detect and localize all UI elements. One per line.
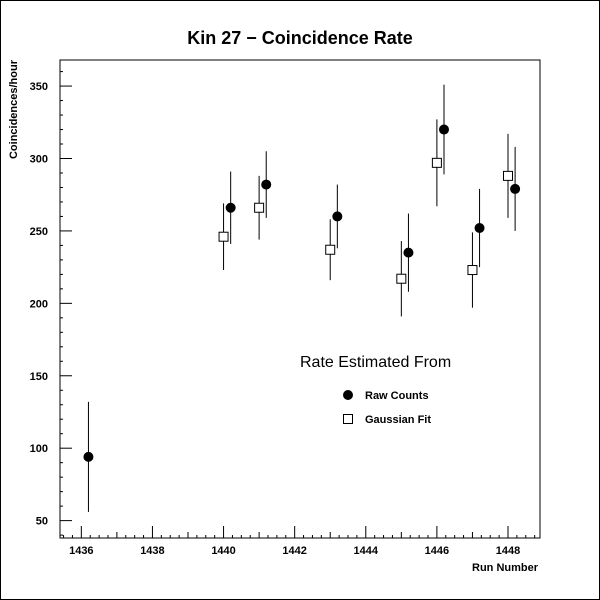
chart-title: Kin 27 − Coincidence Rate bbox=[187, 28, 413, 48]
y-axis-label: Coincidences/hour bbox=[8, 59, 20, 159]
x-tick-label: 1440 bbox=[211, 545, 235, 557]
x-axis-label: Run Number bbox=[472, 562, 539, 574]
y-tick-label: 250 bbox=[30, 226, 48, 238]
y-tick-label: 200 bbox=[30, 298, 48, 310]
raw-counts-point bbox=[83, 451, 94, 462]
tick-labels: 1436 1438 1440 1442 1444 1446 1448 50 100 150 200 2… bbox=[30, 81, 521, 557]
gaussian-fit-point bbox=[503, 170, 513, 181]
legend-title: Rate Estimated From bbox=[300, 354, 451, 371]
legend: Rate Estimated From Raw Counts Gaussian … bbox=[300, 354, 451, 426]
x-tick-label: 1442 bbox=[282, 545, 306, 557]
raw-counts-point bbox=[225, 202, 236, 213]
raw-counts-point bbox=[332, 211, 343, 222]
gaussian-fit-point bbox=[254, 202, 265, 213]
gaussian-fit-point bbox=[431, 157, 442, 168]
gaussian-fit-point bbox=[218, 231, 229, 242]
raw-counts-point bbox=[474, 223, 485, 234]
raw-counts-point bbox=[439, 124, 449, 135]
x-tick-label: 1448 bbox=[496, 545, 520, 557]
y-tick-label: 300 bbox=[30, 153, 48, 165]
plot-frame bbox=[59, 59, 541, 539]
x-tick-label: 1438 bbox=[140, 545, 164, 557]
gaussian-fit-point bbox=[396, 273, 407, 284]
data-marks bbox=[83, 84, 521, 512]
axis-ticks bbox=[60, 71, 536, 538]
y-tick-label: 150 bbox=[30, 371, 48, 383]
raw-counts-point bbox=[261, 179, 272, 190]
y-tick-label: 350 bbox=[30, 81, 48, 93]
y-tick-label: 50 bbox=[36, 516, 48, 528]
legend-marker-gaussian-fit bbox=[343, 414, 353, 424]
y-tick-label: 100 bbox=[30, 443, 48, 455]
raw-counts-point bbox=[403, 247, 414, 258]
x-tick-label: 1446 bbox=[425, 545, 449, 557]
gaussian-fit-point bbox=[325, 244, 336, 255]
x-tick-label: 1436 bbox=[69, 545, 93, 557]
raw-counts-point bbox=[510, 183, 521, 194]
legend-label-raw-counts: Raw Counts bbox=[365, 390, 429, 402]
x-tick-label: 1444 bbox=[354, 545, 379, 557]
legend-marker-raw-counts bbox=[343, 390, 353, 400]
legend-label-gaussian-fit: Gaussian Fit bbox=[365, 414, 431, 426]
gaussian-fit-point bbox=[467, 265, 478, 276]
